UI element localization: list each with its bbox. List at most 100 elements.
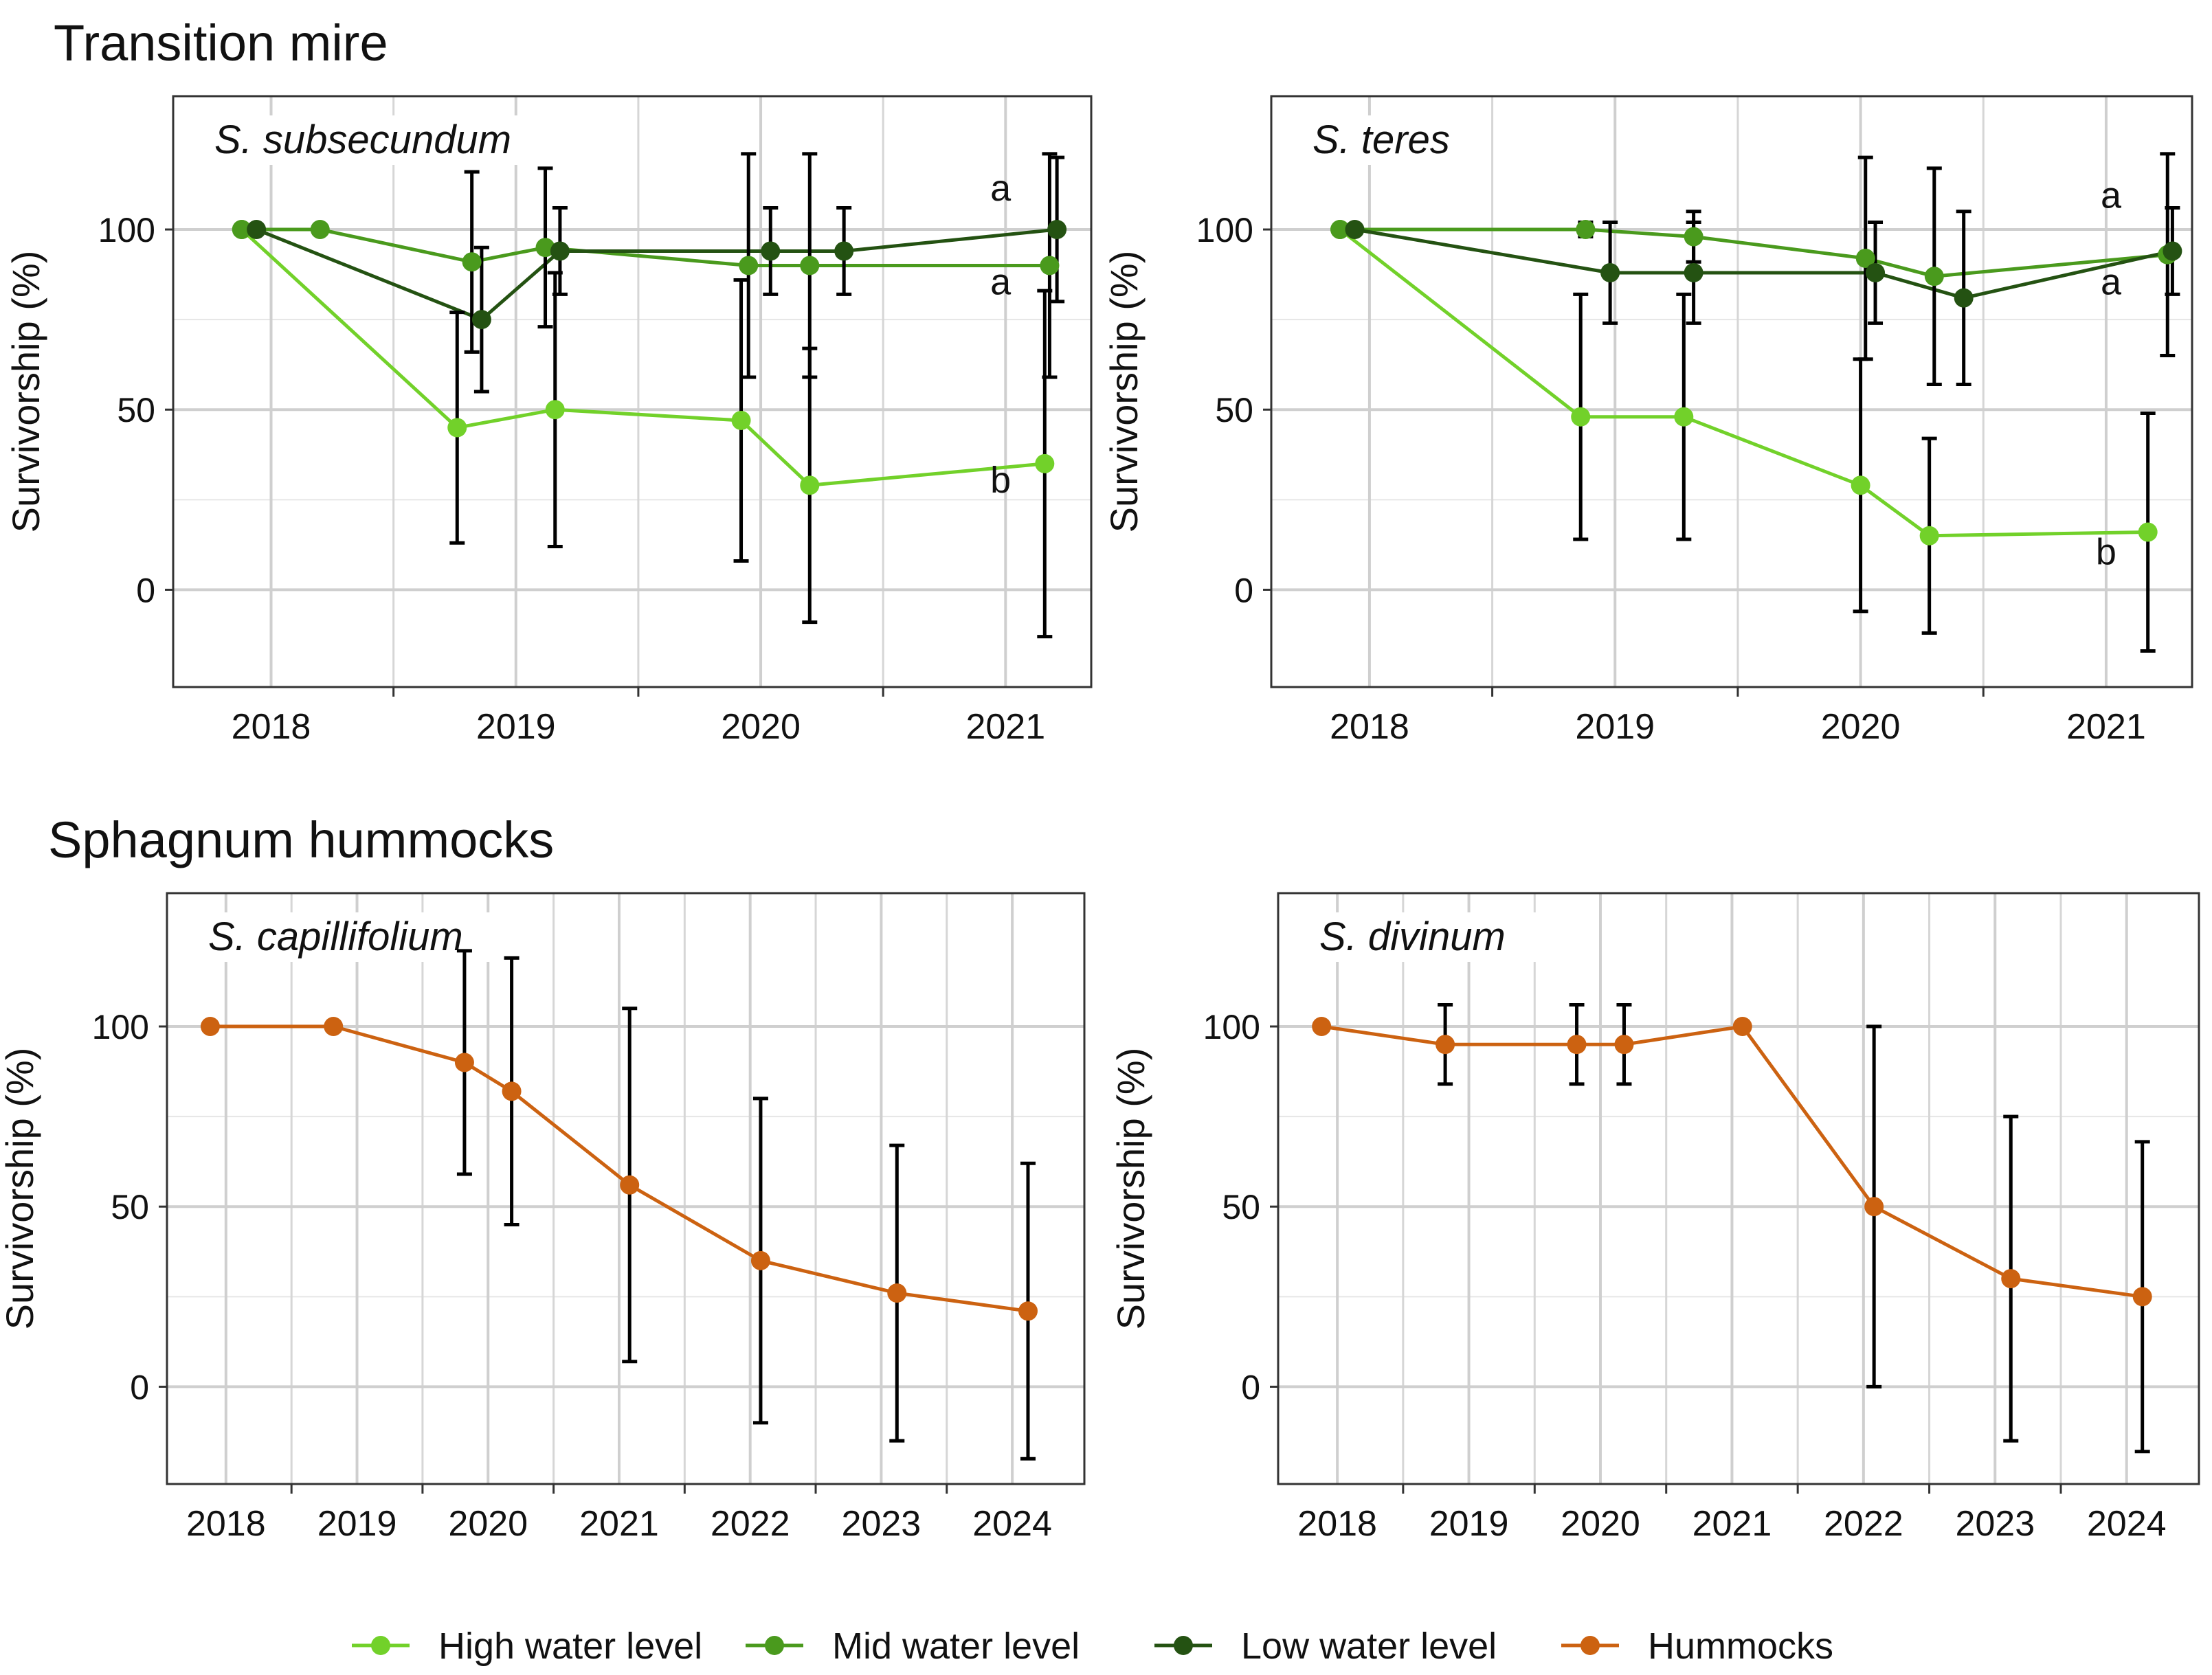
y-tick-label: 0: [130, 1368, 149, 1406]
data-point-low-water-level: [471, 310, 491, 330]
data-point-low-water-level: [247, 220, 267, 240]
panel-label: S. divinum: [1319, 914, 1506, 959]
data-point-hummocks: [1614, 1035, 1634, 1055]
data-point-mid-water-level: [1684, 227, 1703, 247]
significance-letter: b: [2096, 532, 2116, 573]
data-point-hummocks: [750, 1250, 770, 1270]
series-line-high-water-level: [241, 228, 1045, 487]
panel-label-background: [194, 912, 511, 962]
panel-s-divinum: 0 50 100 2018 2019 2020 2021 2022 2023 2024 Surviv…: [1109, 892, 2200, 1544]
data-point-hummocks: [1567, 1035, 1587, 1055]
panel-s-subsecundum: 0 50 100 2018 2019 2020 2021 Survivorship (%) S.…: [4, 95, 1093, 747]
x-tick-label: 2019: [1429, 1504, 1509, 1544]
y-tick-label: 50: [117, 391, 155, 429]
y-tick-label: 0: [1241, 1368, 1260, 1406]
plot-border: [1277, 892, 2200, 1485]
y-tick-label: 100: [98, 211, 155, 249]
x-tick-label: 2020: [448, 1504, 528, 1544]
data-point-hummocks: [620, 1175, 640, 1195]
panel-s-teres: 0 50 100 2018 2019 2020 2021 Survivorship (%) S.…: [1102, 95, 2193, 747]
data-point-mid-water-level: [739, 256, 759, 276]
panel-s-capillifolium: 0 50 100 2018 2019 2020 2021 2022 2023 2024 Surviv…: [0, 892, 1086, 1544]
x-tick-label: 2020: [1821, 707, 1901, 747]
data-point-hummocks: [454, 1053, 474, 1072]
plot-border: [172, 95, 1093, 688]
x-tick-label: 2021: [1692, 1504, 1772, 1544]
data-point-high-water-level: [1571, 407, 1591, 427]
data-point-hummocks: [2132, 1287, 2152, 1307]
data-point-high-water-level: [1919, 526, 1939, 546]
y-axis-title: Survivorship (%): [1102, 251, 1146, 533]
panel-label: S. capillifolium: [208, 914, 463, 959]
y-axis-title: Survivorship (%): [4, 251, 47, 533]
data-point-high-water-level: [800, 475, 820, 495]
data-point-hummocks: [887, 1283, 907, 1303]
section-title-transition-mire: Transition mire: [54, 14, 388, 71]
x-tick-label: 2024: [972, 1504, 1052, 1544]
x-tick-label: 2020: [721, 707, 801, 747]
data-point-high-water-level: [545, 400, 565, 420]
data-point-mid-water-level: [1330, 220, 1350, 240]
panel-label: S. subsecundum: [214, 117, 511, 162]
data-point-low-water-level: [1866, 262, 1886, 282]
data-point-hummocks: [2001, 1269, 2021, 1289]
y-tick-label: 50: [1222, 1188, 1260, 1226]
x-tick-label: 2022: [1824, 1504, 1903, 1544]
section-title-sphagnum-hummocks: Sphagnum hummocks: [48, 811, 554, 868]
x-tick-label: 2018: [232, 707, 311, 747]
data-point-high-water-level: [731, 410, 751, 430]
data-point-hummocks: [1435, 1035, 1455, 1055]
legend-key-point: [765, 1636, 784, 1655]
data-point-hummocks: [1864, 1197, 1884, 1217]
series-line-mid-water-level: [241, 227, 1050, 267]
x-tick-label: 2019: [476, 707, 556, 747]
data-point-high-water-level: [1674, 407, 1694, 427]
legend-item-hummocks: Hummocks: [1561, 1626, 1833, 1667]
data-point-mid-water-level: [1040, 256, 1060, 276]
data-point-mid-water-level: [1576, 220, 1596, 240]
x-tick-label: 2023: [842, 1504, 921, 1544]
data-point-low-water-level: [550, 241, 570, 261]
series-line-hummocks: [1321, 1024, 2143, 1299]
legend-label: Low water level: [1241, 1626, 1497, 1667]
data-point-low-water-level: [1684, 262, 1703, 282]
series-line-low-water-level: [256, 227, 1058, 322]
y-tick-label: 100: [92, 1008, 149, 1046]
significance-letter: a: [990, 261, 1012, 302]
data-point-high-water-level: [2138, 522, 2158, 542]
panel-label-background: [1306, 912, 1546, 962]
series-line-mid-water-level: [1340, 227, 2168, 278]
data-point-hummocks: [1312, 1017, 1332, 1037]
data-point-high-water-level: [1035, 453, 1055, 473]
legend-key-point: [371, 1636, 390, 1655]
data-point-mid-water-level: [1924, 267, 1944, 286]
legend: High water level Mid water level Low water…: [352, 1626, 1833, 1667]
x-tick-label: 2020: [1561, 1504, 1640, 1544]
data-point-low-water-level: [1047, 220, 1067, 240]
legend-item-low-water-level: Low water level: [1154, 1626, 1497, 1667]
panel-label-background: [1299, 115, 1471, 165]
data-point-mid-water-level: [310, 220, 330, 240]
data-point-hummocks: [1018, 1301, 1038, 1321]
x-tick-label: 2023: [1955, 1504, 2035, 1544]
series-line-low-water-level: [1354, 227, 2173, 300]
plot-border: [1270, 95, 2193, 688]
significance-letter: a: [2101, 175, 2122, 216]
y-tick-label: 100: [1203, 1008, 1260, 1046]
data-point-low-water-level: [834, 241, 854, 261]
x-tick-label: 2021: [965, 707, 1045, 747]
x-tick-label: 2018: [1330, 707, 1409, 747]
x-tick-label: 2018: [186, 1504, 266, 1544]
x-tick-label: 2019: [1575, 707, 1655, 747]
x-tick-label: 2024: [2087, 1504, 2167, 1544]
plot-border: [166, 892, 1086, 1485]
panel-label: S. teres: [1312, 117, 1450, 162]
data-point-mid-water-level: [535, 238, 555, 258]
legend-label: High water level: [438, 1626, 702, 1667]
y-tick-label: 50: [1215, 391, 1253, 429]
x-tick-label: 2021: [579, 1504, 659, 1544]
data-point-hummocks: [200, 1017, 220, 1037]
legend-item-mid-water-level: Mid water level: [746, 1626, 1080, 1667]
y-tick-label: 0: [136, 571, 155, 609]
